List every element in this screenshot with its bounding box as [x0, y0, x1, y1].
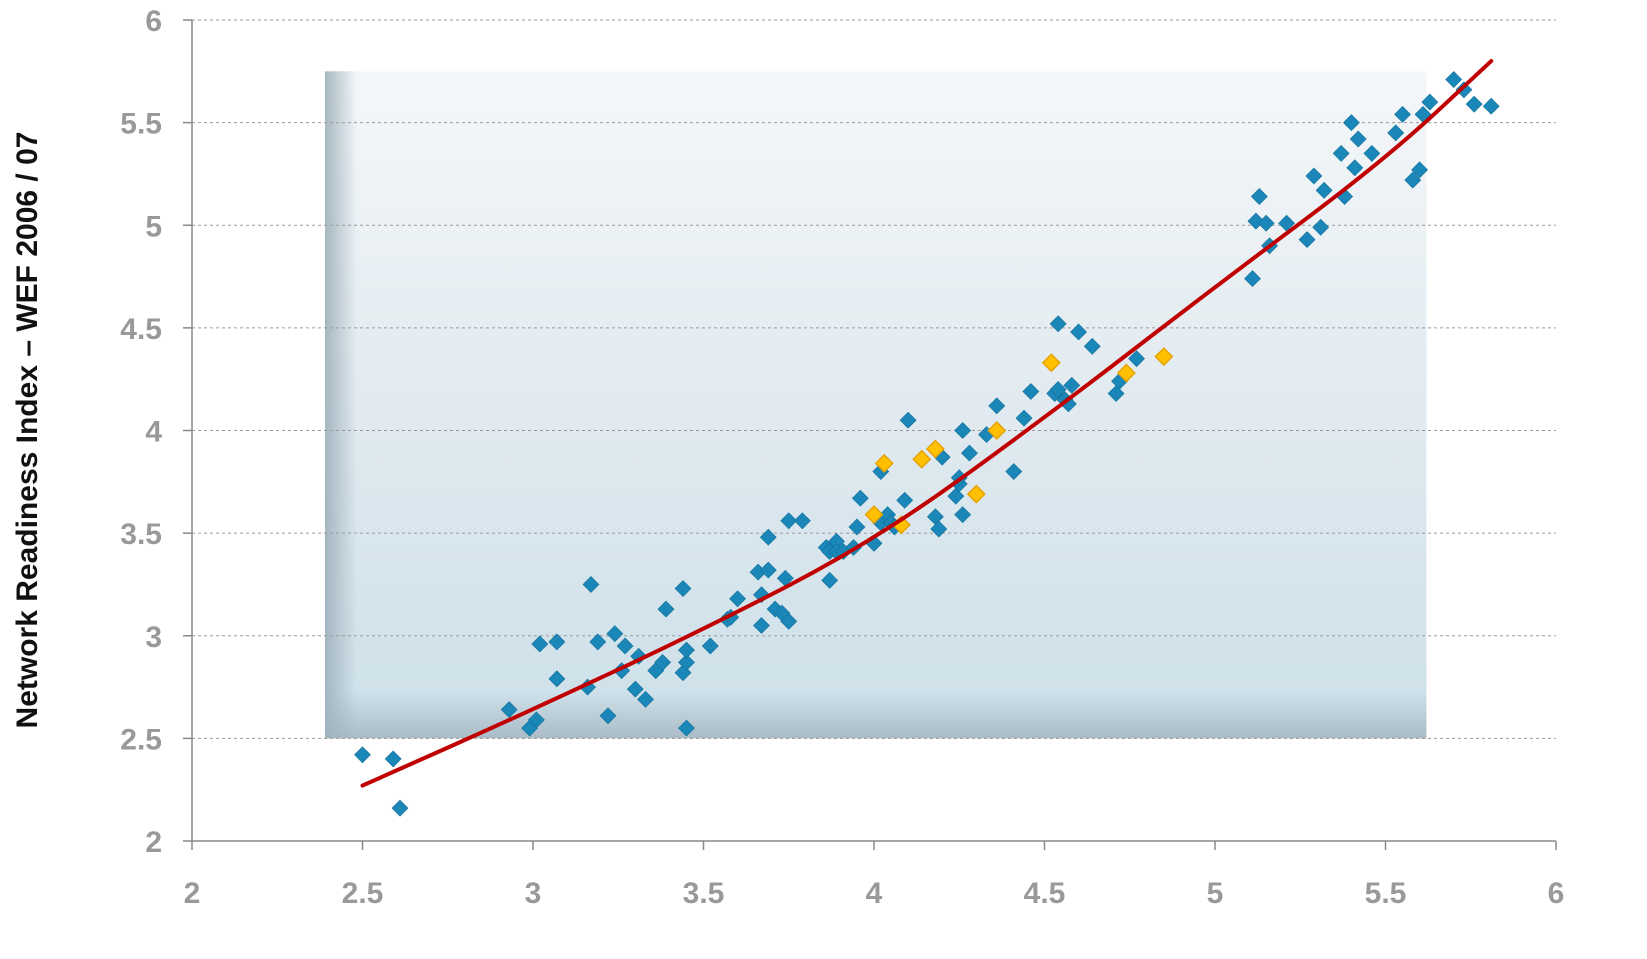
y-tick-label: 3: [145, 621, 162, 654]
x-tick-labels: 2 2.5 3 3.5 4 4.5 5 5.5 6: [184, 877, 1565, 910]
x-tick-label: 5: [1207, 877, 1224, 910]
y-tick-label: 4.5: [120, 313, 162, 346]
y-tick-labels: 2 2.5 3 3.5 4 4.5 5 5.5 6: [120, 5, 162, 859]
x-tick-label: 6: [1548, 877, 1565, 910]
y-tick-label: 6: [145, 5, 162, 38]
x-tick-label: 3.5: [683, 877, 725, 910]
y-tick-label: 4: [145, 416, 162, 449]
y-axis-title: Network Readiness Index – WEF 2006 / 07: [11, 132, 44, 729]
y-tick-label: 2.5: [120, 723, 162, 756]
highlight-region: [325, 71, 1426, 738]
data-point: [1466, 96, 1482, 112]
y-tick-label: 3.5: [120, 518, 162, 551]
y-tick-label: 5.5: [120, 108, 162, 141]
x-tick-label: 2.5: [342, 877, 384, 910]
plot-area: [183, 20, 1556, 850]
x-tick-label: 5.5: [1365, 877, 1407, 910]
highlight-region-edge: [325, 71, 357, 738]
data-point: [1446, 72, 1462, 88]
x-tick-label: 2: [184, 877, 201, 910]
x-tick-label: 4.5: [1024, 877, 1066, 910]
y-tick-label: 5: [145, 210, 162, 243]
data-point: [1483, 98, 1499, 114]
x-tick-label: 4: [866, 877, 883, 910]
data-point: [392, 800, 408, 816]
x-tick-label: 3: [525, 877, 542, 910]
y-tick-label: 2: [145, 826, 162, 859]
data-point: [385, 751, 401, 767]
highlight-region-fill: [325, 71, 1426, 738]
data-point: [355, 747, 371, 763]
